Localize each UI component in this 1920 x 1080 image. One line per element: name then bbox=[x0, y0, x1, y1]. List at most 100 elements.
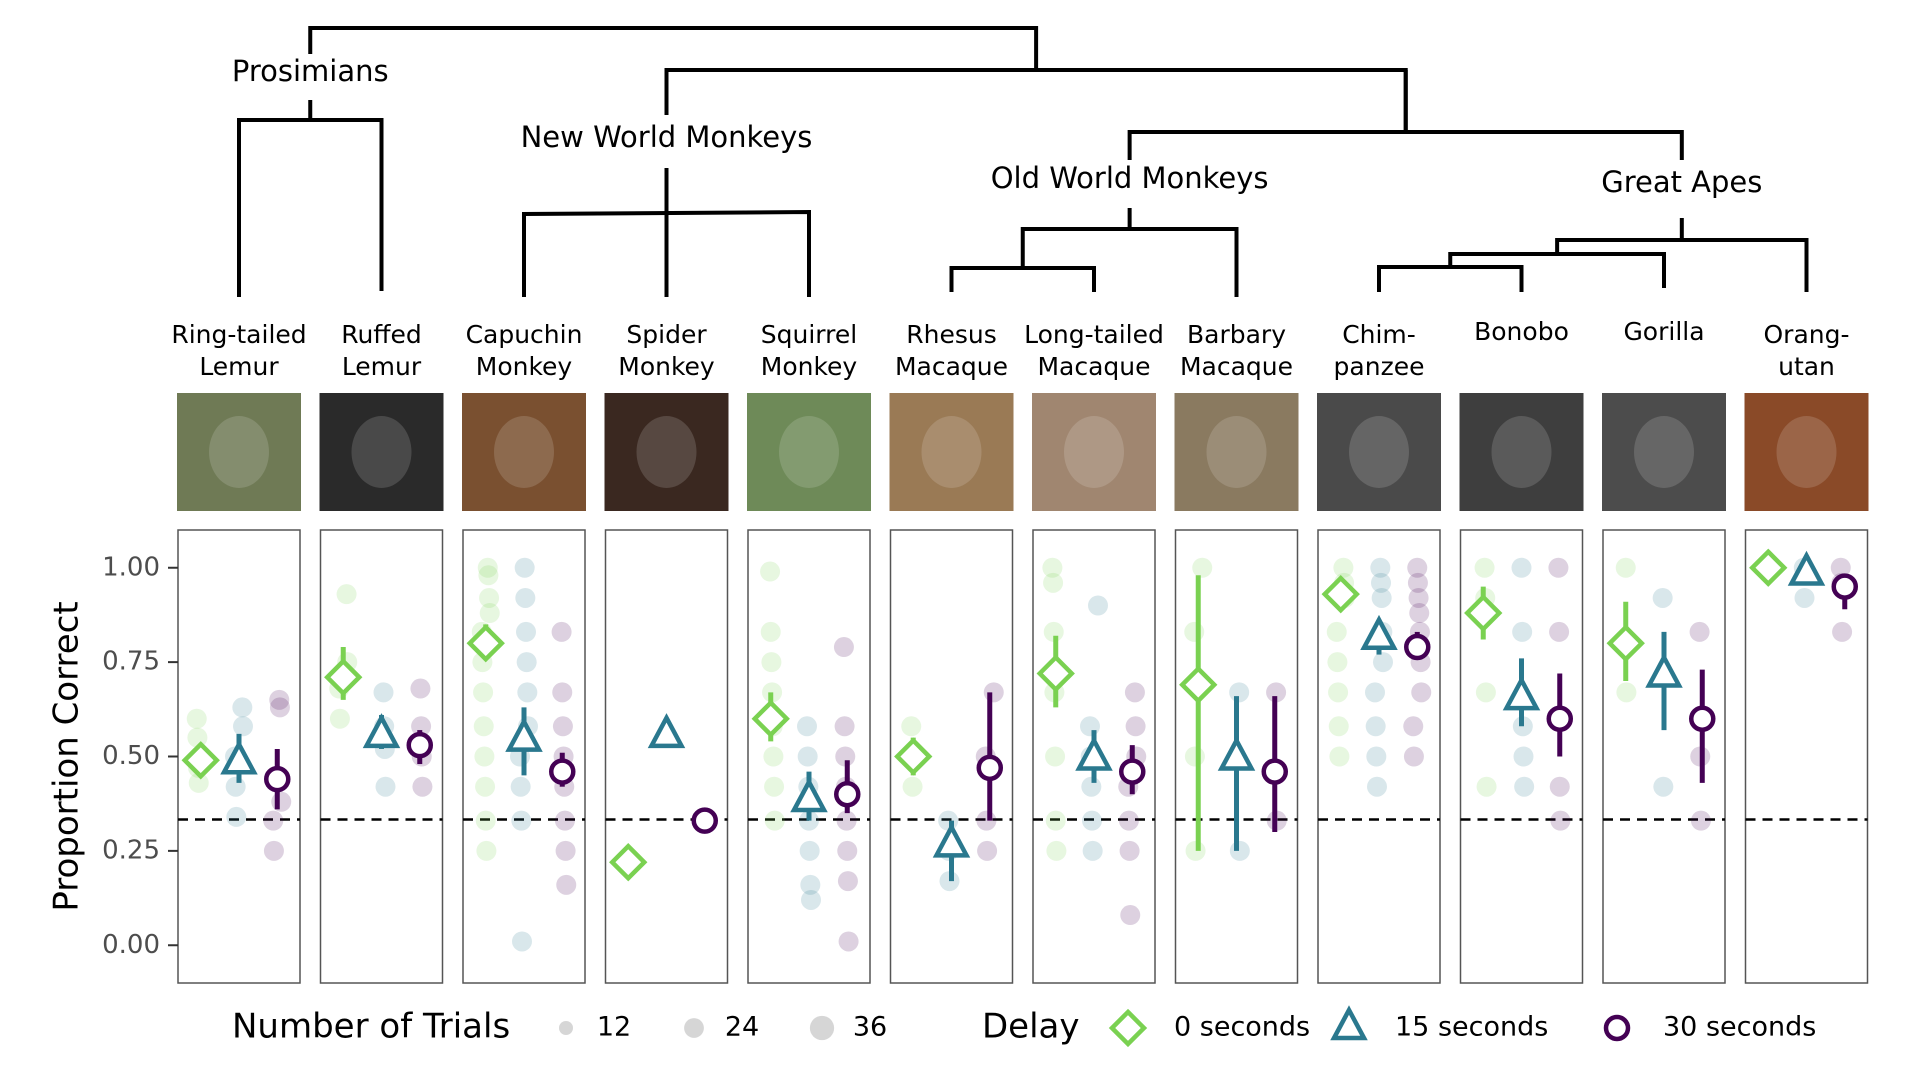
individual-point bbox=[797, 746, 818, 767]
individual-point bbox=[1407, 572, 1428, 593]
individual-point bbox=[477, 557, 498, 578]
species-label: Macaque bbox=[1037, 352, 1150, 381]
individual-point bbox=[1550, 810, 1571, 831]
panel bbox=[604, 529, 729, 984]
individual-point bbox=[1367, 776, 1387, 797]
legend-label: 0 seconds bbox=[1174, 1012, 1310, 1043]
species-photo bbox=[177, 393, 301, 511]
species-label: Chim- bbox=[1342, 320, 1416, 349]
individual-point bbox=[375, 776, 396, 797]
individual-point bbox=[1403, 746, 1424, 767]
mean-circle bbox=[549, 758, 576, 785]
y-tick-label: 0.00 bbox=[102, 930, 160, 960]
tree-branch bbox=[1127, 130, 1684, 160]
individual-point bbox=[555, 840, 576, 861]
individual-point bbox=[1407, 557, 1428, 578]
mean-diamond bbox=[1036, 654, 1075, 693]
mean-diamond bbox=[751, 699, 790, 738]
individual-point bbox=[1408, 587, 1429, 608]
individual-point bbox=[1184, 621, 1205, 642]
individual-point bbox=[1475, 682, 1496, 703]
mean-circle bbox=[1119, 758, 1146, 785]
individual-point bbox=[801, 889, 821, 910]
individual-point bbox=[760, 621, 781, 642]
mean-triangle bbox=[220, 739, 258, 775]
mean-diamond bbox=[1606, 624, 1645, 663]
individual-point bbox=[1327, 652, 1348, 673]
individual-point bbox=[511, 810, 532, 831]
individual-point bbox=[1042, 557, 1063, 578]
individual-point bbox=[336, 584, 357, 605]
photo-face bbox=[1491, 416, 1552, 488]
mean-circle bbox=[691, 807, 719, 834]
individual-point bbox=[512, 931, 532, 952]
individual-point bbox=[1185, 840, 1206, 861]
size-legend-key bbox=[809, 1015, 835, 1041]
y-tick-label: 0.75 bbox=[102, 647, 160, 677]
individual-point bbox=[761, 652, 782, 673]
species-label: Monkey bbox=[618, 352, 715, 381]
individual-point bbox=[901, 716, 922, 737]
photo-face bbox=[494, 416, 554, 488]
mean-triangle bbox=[1787, 550, 1826, 586]
individual-point bbox=[510, 776, 531, 797]
tree-branch bbox=[1555, 238, 1809, 292]
tree-branch bbox=[237, 118, 384, 297]
individual-point bbox=[1514, 776, 1535, 797]
mean-circle bbox=[1831, 573, 1859, 600]
species-label: Squirrel bbox=[761, 320, 857, 349]
individual-point bbox=[479, 603, 500, 624]
mean-triangle bbox=[362, 713, 401, 749]
species-photo bbox=[1317, 393, 1441, 511]
individual-point bbox=[412, 776, 433, 797]
individual-point bbox=[411, 716, 432, 737]
individual-point bbox=[1652, 587, 1673, 608]
photo-face bbox=[1634, 416, 1694, 488]
photo-face bbox=[636, 416, 697, 488]
species-label: utan bbox=[1778, 352, 1835, 381]
individual-point bbox=[233, 716, 253, 737]
individual-point bbox=[1548, 557, 1569, 578]
size-legend-title: Number of Trials bbox=[232, 1007, 510, 1047]
individual-point bbox=[1119, 840, 1140, 861]
species-photo bbox=[604, 393, 729, 511]
individual-point bbox=[263, 810, 284, 831]
individual-point bbox=[1229, 682, 1250, 703]
individual-point bbox=[1365, 682, 1385, 703]
tree-branch bbox=[1448, 252, 1666, 288]
clade-label: New World Monkeys bbox=[521, 120, 813, 154]
individual-point bbox=[1043, 572, 1064, 593]
individual-point bbox=[1615, 557, 1636, 578]
mean-triangle bbox=[932, 822, 971, 858]
individual-point bbox=[479, 587, 500, 608]
size-legend-key bbox=[684, 1018, 704, 1038]
individual-point bbox=[1333, 557, 1354, 578]
individual-point bbox=[1365, 716, 1386, 737]
mean-triangle bbox=[505, 716, 543, 752]
legend-key bbox=[1603, 1014, 1631, 1042]
mean-circle bbox=[1546, 705, 1574, 732]
individual-point bbox=[1326, 621, 1347, 642]
clade-label: Old World Monkeys bbox=[991, 161, 1269, 195]
individual-point bbox=[797, 716, 817, 737]
photo-face bbox=[209, 416, 269, 488]
mean-triangle bbox=[790, 777, 828, 813]
individual-point bbox=[1411, 682, 1432, 703]
tree-branch bbox=[308, 26, 1039, 70]
individual-point bbox=[938, 810, 959, 831]
individual-point bbox=[232, 697, 253, 718]
individual-point bbox=[834, 716, 855, 737]
individual-point bbox=[263, 840, 284, 861]
species-photo bbox=[889, 393, 1014, 511]
individual-point bbox=[1690, 810, 1711, 831]
photo-face bbox=[779, 416, 839, 488]
individual-point bbox=[329, 708, 350, 729]
individual-point bbox=[837, 840, 858, 861]
y-tick-label: 0.25 bbox=[102, 835, 160, 865]
individual-point bbox=[800, 874, 821, 895]
individual-point bbox=[516, 621, 536, 642]
individual-point bbox=[516, 652, 537, 673]
individual-point bbox=[269, 697, 290, 718]
mean-diamond bbox=[324, 658, 363, 697]
